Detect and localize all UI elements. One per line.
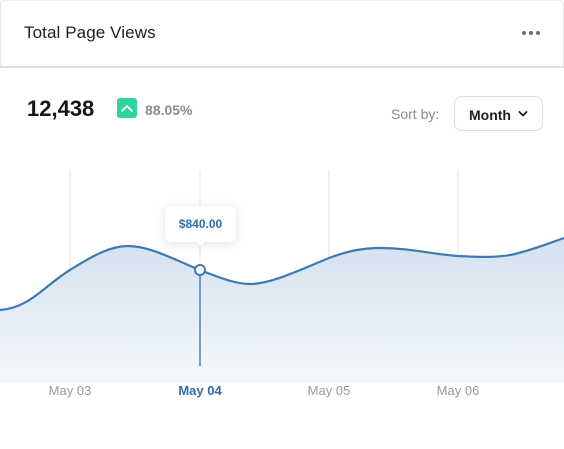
sort-label: Sort by: <box>391 106 440 122</box>
trend-up-icon <box>117 98 137 118</box>
chevron-down-icon <box>518 110 528 118</box>
x-axis-label: May 03 <box>49 383 92 398</box>
trend-percent: 88.05% <box>145 102 193 118</box>
x-axis-label: May 05 <box>308 383 351 398</box>
tooltip-caret <box>195 240 207 246</box>
highlight-point[interactable] <box>194 264 206 276</box>
card-header: Total Page Views <box>0 0 564 67</box>
total-value: 12,438 <box>27 96 95 121</box>
sort-dropdown[interactable]: Month <box>454 96 543 131</box>
header-divider <box>0 66 564 68</box>
more-horizontal-icon[interactable] <box>521 26 541 40</box>
page-views-chart: May 03 May 04 May 05 May 06 <box>0 170 564 398</box>
chart-series-line <box>0 236 564 312</box>
sort-value: Month <box>469 107 511 123</box>
x-axis-label: May 06 <box>437 383 480 398</box>
value-tooltip: $840.00 <box>165 206 236 246</box>
chart-area-fill <box>0 238 564 382</box>
card-title: Total Page Views <box>24 23 156 42</box>
tooltip-value: $840.00 <box>178 217 223 231</box>
x-axis-label: May 04 <box>178 383 222 398</box>
